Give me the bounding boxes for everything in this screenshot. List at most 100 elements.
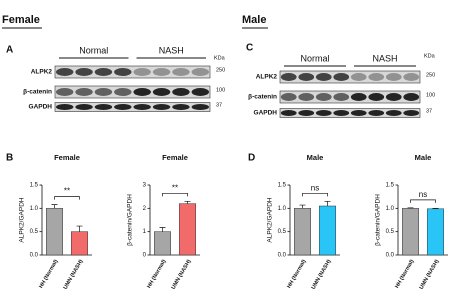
x-tick-label: UMN (NASH) xyxy=(63,259,85,291)
blot-strip xyxy=(279,70,421,84)
blot-band xyxy=(280,110,297,116)
y-axis-label: ALPK2/GAPDH xyxy=(19,197,26,242)
bar xyxy=(46,208,63,256)
error-bar xyxy=(76,225,83,232)
x-tick-label: HH (Normal) xyxy=(146,259,167,290)
blot-band xyxy=(75,68,93,76)
blot-band xyxy=(75,104,93,110)
size-label: 250 xyxy=(426,72,435,78)
blot-band xyxy=(350,110,367,116)
y-tick-label: 1 xyxy=(143,229,147,235)
y-tick-label: 3 xyxy=(143,183,147,189)
significance-bracket xyxy=(410,199,436,203)
blot-band xyxy=(368,93,385,101)
blot-band xyxy=(298,93,315,101)
blot-band xyxy=(280,73,297,81)
y-tick-label: 0.5 xyxy=(30,229,39,235)
bar xyxy=(319,205,336,256)
x-tick-label: HH (Normal) xyxy=(394,259,415,290)
blot-band xyxy=(315,73,332,81)
significance-label: ** xyxy=(64,187,70,196)
y-tick-label: 1.5 xyxy=(30,183,39,189)
blot-band xyxy=(191,104,210,110)
y-tick-label: 0.5 xyxy=(278,229,287,235)
significance-label: ** xyxy=(172,183,178,192)
blot-strip xyxy=(279,90,421,104)
size-label: 37 xyxy=(216,102,222,108)
error-bar xyxy=(324,200,331,206)
size-label: 100 xyxy=(426,92,435,98)
blot-band xyxy=(94,88,113,96)
blot-band xyxy=(114,68,132,76)
blot-band xyxy=(403,73,420,81)
chart-title: Male xyxy=(307,153,324,162)
blot-band xyxy=(298,73,315,81)
error-bar xyxy=(299,204,306,209)
error-bar xyxy=(51,204,58,209)
blot-strip xyxy=(54,85,211,99)
bar xyxy=(179,203,196,256)
error-bar xyxy=(159,227,166,232)
blot-band xyxy=(350,73,367,81)
x-tick-label: HH (Normal) xyxy=(38,259,59,290)
x-tick-label: HH (Normal) xyxy=(286,259,307,290)
blot-band xyxy=(133,104,151,110)
significance-label: ns xyxy=(419,190,427,199)
blot-band xyxy=(298,110,315,116)
y-axis-label: β-catenin/GAPDH xyxy=(375,194,382,246)
blot-band xyxy=(114,104,132,110)
blot-band xyxy=(114,88,132,96)
group-label: NASH xyxy=(372,53,397,63)
row-label: GAPDH xyxy=(254,110,278,117)
panel-label: D xyxy=(248,153,255,164)
blot-band xyxy=(172,68,190,76)
blot-band xyxy=(133,68,151,76)
y-axis-label: β-catenin/GAPDH xyxy=(127,194,134,246)
section-title: Female xyxy=(2,14,40,26)
blot-band xyxy=(94,68,113,76)
y-tick-label: 1.5 xyxy=(386,183,395,189)
x-tick-label: UMN (NASH) xyxy=(171,259,193,291)
row-label: β-catenin xyxy=(248,94,277,101)
blot-strip xyxy=(279,108,421,118)
unit-label: KDa xyxy=(214,55,226,61)
row-label: ALPK2 xyxy=(256,74,278,81)
blot-band xyxy=(94,104,113,110)
blot-band xyxy=(403,93,420,101)
blot-band xyxy=(333,110,350,116)
panel-label: C xyxy=(246,43,253,54)
blot-band xyxy=(152,68,171,76)
blot-band xyxy=(368,110,385,116)
blot-band xyxy=(152,104,171,110)
y-tick-label: 1.0 xyxy=(278,206,287,212)
blot-band xyxy=(385,93,402,101)
blot-band xyxy=(280,93,297,101)
significance-label: ns xyxy=(311,183,319,192)
y-axis-label: ALPK2/GAPDH xyxy=(267,197,274,242)
group-label: Normal xyxy=(300,53,329,63)
significance-bracket xyxy=(162,192,188,197)
y-tick-label: 1.0 xyxy=(386,206,395,212)
blot-band xyxy=(75,88,93,96)
y-tick-label: 0.5 xyxy=(386,229,395,235)
significance-bracket xyxy=(302,192,328,197)
x-tick-label: UMN (NASH) xyxy=(311,259,333,291)
y-tick-label: 0.0 xyxy=(386,253,395,259)
y-tick-label: 1.0 xyxy=(30,206,39,212)
blot-band xyxy=(333,93,350,101)
panel-label: A xyxy=(6,45,13,56)
y-tick-label: 2 xyxy=(143,206,147,212)
bar xyxy=(154,231,171,256)
error-bar xyxy=(184,200,191,204)
blot-band xyxy=(55,88,74,96)
blot-band xyxy=(333,73,350,81)
y-tick-label: 1.5 xyxy=(278,183,287,189)
bar xyxy=(294,208,311,256)
size-label: 100 xyxy=(216,87,225,93)
y-tick-label: 0.0 xyxy=(30,253,39,259)
size-label: 250 xyxy=(216,67,225,73)
blot-band xyxy=(55,104,74,110)
size-label: 37 xyxy=(426,108,432,114)
chart-title: Male xyxy=(415,153,432,162)
